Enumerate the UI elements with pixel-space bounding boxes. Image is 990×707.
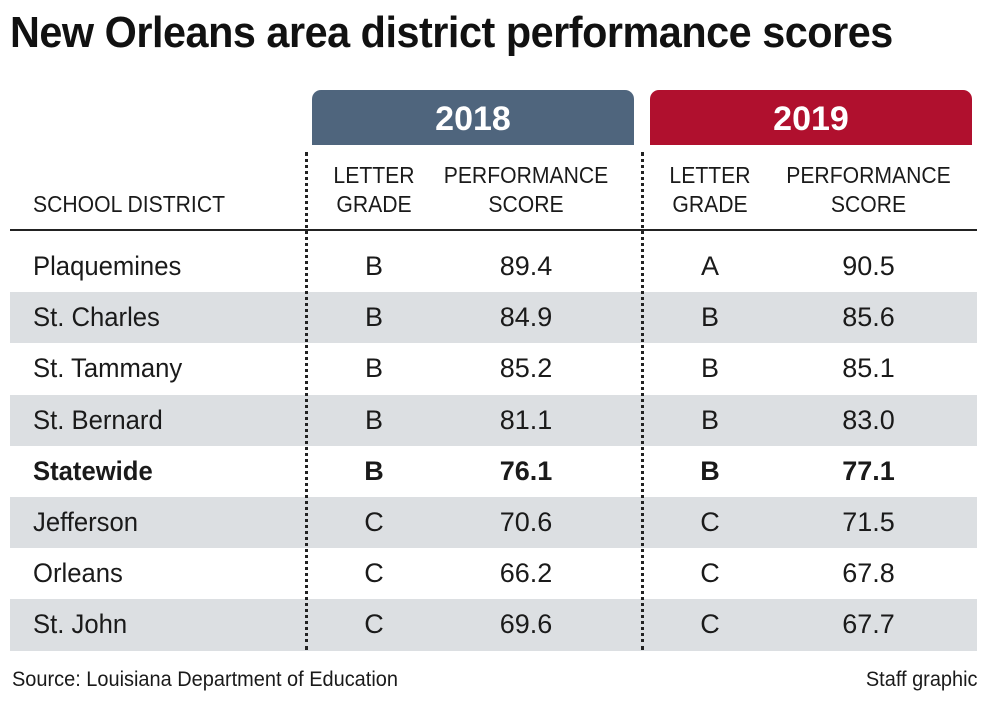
table-row: Plaquemines B 89.4 A 90.5 xyxy=(10,241,977,292)
column-divider-2019 xyxy=(641,152,644,650)
performance-score-2019: 71.5 xyxy=(842,506,895,537)
letter-grade-2018: B xyxy=(364,251,383,281)
performance-score-2018: 85.2 xyxy=(499,353,553,384)
district-name: Jefferson xyxy=(33,506,139,537)
performance-score-2019: 67.7 xyxy=(842,609,895,640)
column-header-line: PERFORMANCE xyxy=(443,162,609,188)
column-header-performance-score-2019: PERFORMANCE SCORE xyxy=(783,161,953,219)
table-body: Plaquemines B 89.4 A 90.5 St. Charles B 84.9 B 85… xyxy=(10,241,977,651)
letter-grade-2019: C xyxy=(700,558,720,589)
column-header-district: SCHOOL DISTRICT xyxy=(33,191,226,217)
table-row: St. John C 69.6 C 67.7 xyxy=(10,599,977,651)
district-name: St. John xyxy=(33,609,128,640)
table-row: Statewide B 76.1 B 77.1 xyxy=(10,446,977,497)
performance-score-2019: 90.5 xyxy=(842,251,895,281)
column-header-letter-grade-2018: LETTER GRADE xyxy=(315,161,433,219)
header-divider xyxy=(10,229,977,231)
letter-grade-2019: A xyxy=(700,251,719,281)
performance-score-2019: 85.1 xyxy=(842,353,895,384)
performance-score-2019: 77.1 xyxy=(842,455,895,486)
column-divider-2018 xyxy=(305,152,308,650)
performance-score-2019: 67.8 xyxy=(842,558,895,589)
column-header-line: PERFORMANCE xyxy=(786,162,951,188)
table-row: St. Bernard B 81.1 B 83.0 xyxy=(10,394,977,446)
year-header-2018: 2018 xyxy=(312,90,634,145)
district-name: St. Charles xyxy=(33,302,160,333)
chart-title: New Orleans area district performance sc… xyxy=(10,8,893,57)
performance-score-2018: 66.2 xyxy=(499,558,553,589)
table-row: Orleans C 66.2 C 67.8 xyxy=(10,548,977,599)
letter-grade-2019: C xyxy=(700,506,720,537)
district-name: St. Bernard xyxy=(33,404,163,435)
letter-grade-2019: B xyxy=(700,455,720,486)
table-row: Jefferson C 70.6 C 71.5 xyxy=(10,496,977,549)
district-name: Plaquemines xyxy=(33,251,182,281)
letter-grade-2018: C xyxy=(364,609,384,640)
letter-grade-2018: B xyxy=(364,302,383,333)
performance-score-2018: 70.6 xyxy=(499,506,553,537)
column-header-line: SCORE xyxy=(488,191,564,217)
district-name: St. Tammany xyxy=(33,353,183,384)
column-header-line: GRADE xyxy=(336,191,412,217)
column-header-performance-score-2018: PERFORMANCE SCORE xyxy=(443,161,609,219)
letter-grade-2018: B xyxy=(364,404,383,435)
performance-score-2019: 83.0 xyxy=(842,404,895,435)
performance-score-2018: 84.9 xyxy=(499,302,553,333)
letter-grade-2019: B xyxy=(700,302,719,333)
source-note: Source: Louisiana Department of Educatio… xyxy=(12,668,398,691)
column-header-letter-grade-2019: LETTER GRADE xyxy=(651,161,769,219)
district-name: Statewide xyxy=(33,455,153,486)
letter-grade-2018: C xyxy=(364,506,384,537)
performance-score-2018: 89.4 xyxy=(499,251,553,281)
letter-grade-2019: B xyxy=(700,353,719,384)
column-header-line: LETTER xyxy=(669,162,751,188)
year-header-2019: 2019 xyxy=(650,90,972,145)
table-row: St. Tammany B 85.2 B 85.1 xyxy=(10,343,977,394)
performance-score-2019: 85.6 xyxy=(842,302,895,333)
column-header-line: SCORE xyxy=(830,191,907,217)
letter-grade-2018: C xyxy=(364,558,384,589)
district-name: Orleans xyxy=(33,558,123,589)
column-header-line: GRADE xyxy=(672,191,748,217)
table-row: St. Charles B 84.9 B 85.6 xyxy=(10,292,977,344)
letter-grade-2019: B xyxy=(700,404,719,435)
letter-grade-2019: C xyxy=(700,609,720,640)
performance-score-2018: 69.6 xyxy=(499,609,553,640)
performance-score-2018: 76.1 xyxy=(499,455,553,486)
letter-grade-2018: B xyxy=(364,353,383,384)
letter-grade-2018: B xyxy=(364,455,384,486)
credit-note: Staff graphic xyxy=(866,668,978,691)
column-header-line: LETTER xyxy=(333,162,415,188)
performance-score-2018: 81.1 xyxy=(499,404,553,435)
